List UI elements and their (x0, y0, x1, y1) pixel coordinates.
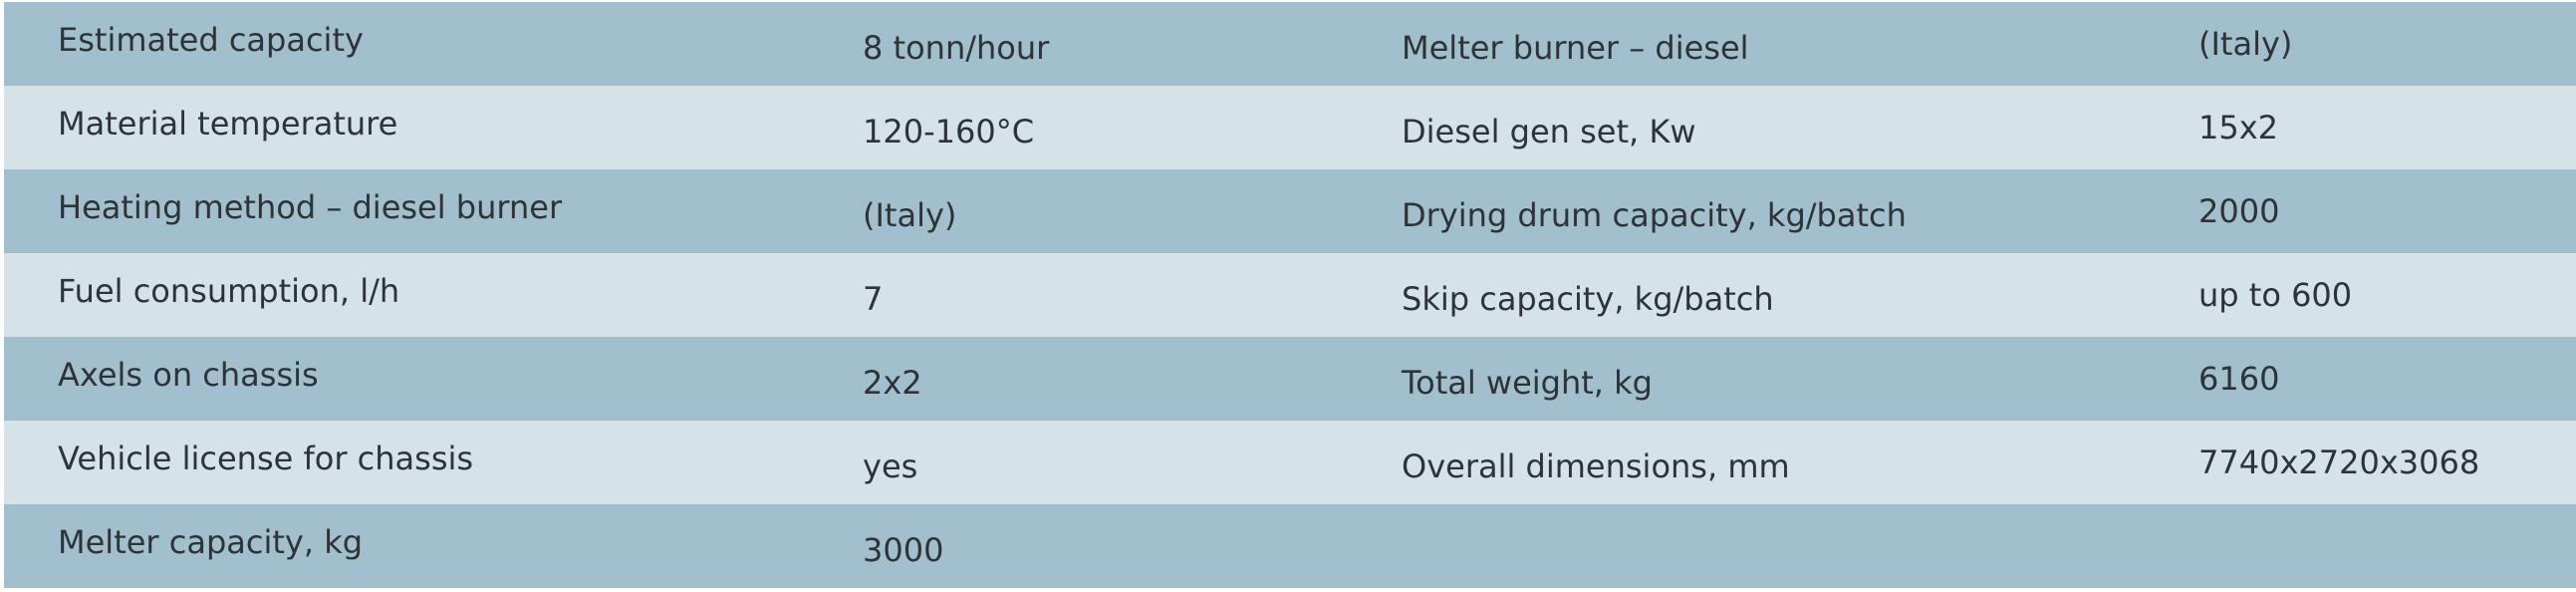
spec-value: 3000 (863, 531, 944, 569)
spec-table: Estimated capacity 8 tonn/hour Melter burn… (4, 2, 2576, 588)
spec-label: Diesel gen set, Kw (1402, 113, 1696, 150)
spec-label: Melter capacity, kg (58, 523, 364, 561)
spec-value: 8 tonn/hour (863, 29, 1050, 67)
table-row: Estimated capacity 8 tonn/hour Melter burn… (4, 2, 2576, 86)
spec-label: Material temperature (58, 105, 398, 143)
spec-label: Melter burner – diesel (1402, 29, 1749, 67)
table-row: Vehicle license for chassis yes Overall di… (4, 421, 2576, 504)
spec-label: Total weight, kg (1402, 364, 1653, 402)
spec-value: (Italy) (2198, 25, 2293, 63)
spec-label: Estimated capacity (58, 21, 364, 59)
spec-value: 7 (863, 280, 884, 318)
spec-value: 2000 (2198, 192, 2280, 230)
spec-value: 7740x2720x3068 (2198, 444, 2480, 481)
spec-label: Vehicle license for chassis (58, 440, 474, 477)
spec-label: Axels on chassis (58, 356, 319, 394)
spec-label: Fuel consumption, l/h (58, 272, 400, 310)
spec-label: Drying drum capacity, kg/batch (1402, 196, 1907, 234)
table-row: Axels on chassis 2x2 Total weight, kg 6160 (4, 337, 2576, 421)
spec-value: 15x2 (2198, 109, 2279, 147)
table-row: Fuel consumption, l/h 7 Skip capacity, kg/… (4, 253, 2576, 337)
table-row: Melter capacity, kg 3000 (4, 504, 2576, 588)
spec-value: 6160 (2198, 360, 2280, 398)
table-row: Material temperature 120-160°C Diesel gen … (4, 86, 2576, 169)
spec-value: 120-160°C (863, 113, 1035, 150)
spec-label: Skip capacity, kg/batch (1402, 280, 1774, 318)
spec-value: (Italy) (863, 196, 957, 234)
spec-label: Overall dimensions, mm (1402, 447, 1790, 485)
spec-value: yes (863, 447, 918, 485)
spec-label: Heating method – diesel burner (58, 188, 563, 226)
table-row: Heating method – diesel burner (Italy) Dry… (4, 169, 2576, 253)
spec-value: up to 600 (2198, 276, 2353, 314)
spec-value: 2x2 (863, 364, 922, 402)
